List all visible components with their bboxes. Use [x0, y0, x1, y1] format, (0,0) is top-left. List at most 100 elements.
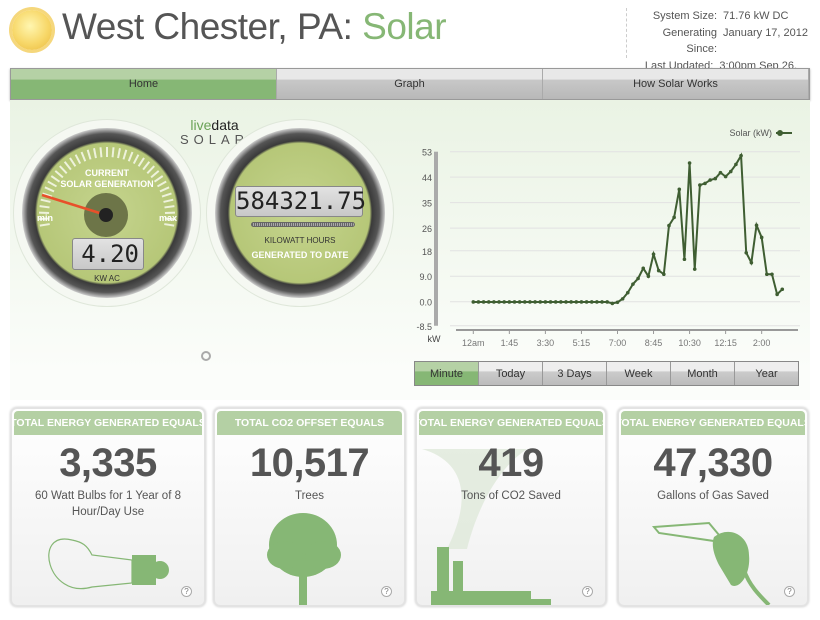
- card-bulbs: TOTAL ENERGY GENERATED EQUALS 3,335 60 W…: [10, 407, 206, 607]
- data-point: [584, 300, 589, 304]
- slide-indicator[interactable]: [201, 351, 211, 361]
- data-point: [713, 176, 718, 181]
- gas-pump-nozzle-icon: [651, 521, 771, 605]
- x-tick-label: 8:45: [645, 338, 663, 348]
- live-data-solar-logo: livedata SOLAR: [180, 118, 249, 147]
- y-axis-label: kW: [428, 334, 442, 344]
- data-point: [564, 300, 568, 304]
- data-point: [651, 252, 656, 256]
- gauge-tick: [40, 198, 51, 203]
- logo-data: data: [211, 117, 239, 133]
- range-selector: Minute Today 3 Days Week Month Year: [414, 361, 799, 386]
- gauge-needle: [41, 193, 113, 222]
- data-point: [512, 300, 517, 304]
- gauge-tick: [132, 154, 140, 165]
- gauge-tick: [111, 147, 115, 158]
- card-header: TOTAL CO2 OFFSET EQUALS: [217, 411, 402, 435]
- total-kwh-display: 584321.75: [235, 186, 367, 217]
- card-value: 10,517: [249, 441, 370, 485]
- gauge-tick: [39, 223, 50, 227]
- y-axis-bar: [434, 151, 438, 326]
- range-minute-button[interactable]: Minute: [415, 362, 479, 385]
- gauge-tick: [59, 165, 68, 174]
- range-week-button[interactable]: Week: [607, 362, 671, 385]
- system-size-value: 71.76 kW DC: [723, 10, 789, 22]
- page-title: West Chester, PA: Solar: [62, 6, 447, 48]
- gauge-tick: [44, 186, 55, 193]
- range-today-button[interactable]: Today: [479, 362, 543, 385]
- data-point: [522, 300, 527, 304]
- y-tick-label: 44: [422, 173, 432, 183]
- gauge-tick: [164, 205, 175, 209]
- data-point: [517, 300, 522, 304]
- help-button[interactable]: ?: [582, 586, 593, 597]
- range-month-button[interactable]: Month: [671, 362, 735, 385]
- y-tick-label: 9.0: [419, 272, 432, 282]
- y-tick-label: -8.5: [416, 322, 432, 332]
- data-point: [600, 300, 604, 304]
- lightbulb-icon: [48, 538, 169, 590]
- gauge-tick: [142, 161, 151, 171]
- data-point: [553, 300, 558, 304]
- title-location: West Chester, PA:: [62, 6, 353, 47]
- range-3days-button[interactable]: 3 Days: [543, 362, 607, 385]
- gauge-tick: [122, 149, 128, 160]
- data-point: [569, 300, 573, 304]
- y-tick-label: 53: [422, 148, 432, 158]
- tab-home[interactable]: Home: [11, 69, 277, 99]
- tree-icon: [267, 513, 341, 605]
- tab-graph[interactable]: Graph: [277, 69, 543, 99]
- generated-to-date-label: GENERATED TO DATE: [251, 250, 349, 260]
- gauge-tick: [164, 217, 175, 221]
- gauge-tick: [137, 157, 145, 167]
- data-point: [605, 300, 609, 304]
- card-co2: TOTAL ENERGY GENERATED EQUALS 419 Tons o…: [415, 407, 607, 607]
- gauge-tick: [39, 217, 50, 221]
- data-point: [770, 272, 774, 277]
- x-tick-label: 3:30: [537, 338, 555, 348]
- y-tick-label: 18: [422, 247, 432, 257]
- data-point: [667, 223, 671, 228]
- card-header: TOTAL ENERGY GENERATED EQUALS: [417, 411, 605, 435]
- data-point: [481, 300, 486, 304]
- data-point: [739, 153, 743, 158]
- help-button[interactable]: ?: [381, 586, 392, 597]
- data-point: [548, 300, 553, 304]
- progress-strip: [251, 222, 355, 227]
- data-point: [754, 223, 759, 228]
- data-point: [744, 250, 749, 255]
- x-tick-label: 7:00: [609, 338, 627, 348]
- data-point: [728, 169, 733, 174]
- current-kw-display: 4.20: [72, 238, 144, 270]
- data-point: [672, 215, 676, 220]
- data-point: [502, 300, 506, 304]
- data-point: [775, 292, 779, 297]
- x-tick-label: 1:45: [501, 338, 519, 348]
- range-year-button[interactable]: Year: [735, 362, 798, 385]
- gauge-tick: [54, 170, 64, 179]
- data-point: [533, 300, 537, 304]
- unit-label: KW AC: [94, 274, 120, 283]
- card-description: 60 Watt Bulbs for 1 Year of 8 Hour/Day U…: [35, 490, 181, 518]
- data-point: [620, 297, 625, 301]
- help-button[interactable]: ?: [784, 586, 795, 597]
- data-point: [636, 276, 640, 281]
- help-button[interactable]: ?: [181, 586, 192, 597]
- series-line: [473, 152, 783, 305]
- data-point: [486, 300, 491, 304]
- gauge-min-label: min: [37, 213, 54, 223]
- card-description: Tons of CO2 Saved: [461, 490, 561, 502]
- data-point: [749, 260, 754, 265]
- generating-since-value: January 17, 2012: [723, 26, 809, 39]
- data-point: [528, 300, 532, 304]
- legend-marker: [777, 130, 783, 136]
- data-point: [718, 170, 723, 175]
- gauge-subtitle: SOLAR GENERATION: [60, 179, 154, 189]
- data-point: [538, 300, 543, 304]
- data-point: [631, 282, 635, 286]
- card-gas: TOTAL ENERGY GENERATED EQUALS 47,330 Gal…: [617, 407, 809, 607]
- gauge-tick: [39, 205, 50, 209]
- gauge-tick: [69, 157, 77, 167]
- gauge-max-label: max: [159, 213, 178, 223]
- tab-how-solar-works[interactable]: How Solar Works: [543, 69, 809, 99]
